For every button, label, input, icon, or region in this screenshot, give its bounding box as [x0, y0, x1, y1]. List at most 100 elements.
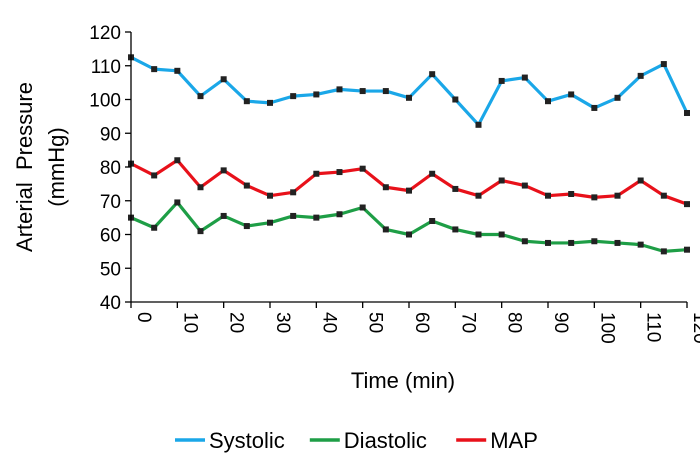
data-point-map [359, 165, 366, 172]
data-point-diastolic [429, 218, 436, 224]
data-point-diastolic [267, 219, 273, 226]
data-point-map [336, 169, 343, 176]
data-point-diastolic [359, 204, 366, 211]
x-tick-label: 70 [457, 312, 478, 333]
data-point-diastolic [452, 226, 459, 233]
x-tick-label: 90 [550, 312, 571, 333]
x-tick-label: 80 [504, 312, 525, 333]
data-point-diastolic [382, 226, 389, 233]
y-axis-title-line: Arterial Pressure [12, 82, 37, 252]
data-point-systolic [521, 74, 528, 81]
x-tick-label: 50 [365, 312, 386, 333]
x-tick-label: 20 [226, 312, 247, 333]
y-tick-label: 110 [91, 57, 121, 78]
data-point-map [637, 177, 644, 184]
data-point-diastolic [498, 231, 505, 238]
legend-label-systolic: Systolic [209, 428, 285, 453]
data-point-systolic [336, 86, 343, 93]
x-tick-label: 30 [272, 312, 293, 333]
data-point-systolic [545, 98, 551, 105]
data-point-map [406, 187, 412, 194]
y-tick-label: 90 [100, 124, 121, 145]
data-point-systolic [359, 88, 366, 95]
data-point-diastolic [614, 239, 621, 246]
y-tick-label: 80 [100, 158, 121, 179]
x-tick-label: 110 [643, 312, 664, 342]
data-point-map [591, 194, 598, 201]
axes: 40 50 60 70 80 90 100 110 120 0 10 20 30 40 50 60 70 80 90… [12, 23, 700, 393]
data-point-map [243, 182, 250, 189]
data-point-map [475, 192, 482, 199]
legend-label-diastolic: Diastolic [344, 428, 427, 453]
x-tick-label: 120 [689, 312, 700, 344]
y-axis-title-line: (mmHg) [44, 127, 69, 206]
y-tick-label: 60 [100, 226, 121, 247]
y-tick-label: 50 [100, 259, 121, 280]
y-tick-label: 70 [100, 192, 121, 213]
data-point-diastolic [568, 239, 575, 246]
data-point-systolic [220, 76, 227, 83]
data-point-systolic [313, 91, 320, 98]
data-point-map [614, 192, 621, 199]
y-tick-label: 100 [89, 91, 121, 112]
data-point-map [313, 170, 320, 177]
data-point-diastolic [313, 214, 320, 221]
data-point-map [197, 184, 204, 191]
data-point-diastolic [243, 223, 250, 230]
x-tick-label: 0 [133, 312, 154, 323]
data-point-systolic [498, 77, 505, 84]
data-point-systolic [637, 72, 644, 79]
data-point-diastolic [406, 231, 412, 238]
x-tick-label: 100 [596, 312, 617, 344]
data-point-map [498, 177, 505, 184]
data-point-map [290, 189, 297, 196]
data-point-diastolic [336, 211, 343, 218]
y-axis-title: Arterial Pressure (mmHg) [12, 82, 69, 252]
data-point-diastolic [197, 228, 204, 235]
data-point-map [267, 192, 273, 199]
data-point-diastolic [660, 248, 667, 255]
series-line-diastolic [130, 200, 688, 253]
data-point-diastolic [290, 212, 297, 219]
data-point-systolic [591, 104, 598, 111]
data-point-diastolic [220, 212, 227, 219]
data-point-systolic [429, 71, 436, 78]
legend: Systolic Diastolic MAP [175, 428, 538, 453]
data-point-map [568, 191, 575, 197]
data-point-map [452, 185, 459, 192]
data-point-diastolic [174, 199, 181, 206]
series-line-systolic [130, 55, 689, 127]
data-point-diastolic [475, 231, 482, 238]
data-point-map [660, 192, 667, 199]
data-point-systolic [475, 121, 482, 128]
data-point-systolic [614, 94, 621, 101]
x-tick-label: 40 [318, 312, 339, 333]
data-point-systolic [290, 93, 297, 100]
data-point-diastolic [545, 239, 551, 246]
data-point-diastolic [521, 238, 528, 245]
data-point-systolic [243, 98, 250, 105]
data-point-systolic [197, 93, 204, 100]
data-point-systolic [660, 61, 667, 68]
data-point-map [174, 157, 181, 164]
data-point-systolic [267, 99, 273, 106]
data-point-systolic [452, 96, 459, 103]
y-tick-label: 120 [89, 23, 121, 44]
data-point-systolic [684, 110, 690, 116]
data-point-map [382, 184, 389, 191]
data-point-map [521, 182, 528, 189]
data-point-diastolic [684, 246, 690, 253]
data-point-systolic [568, 91, 575, 98]
data-point-map [429, 170, 436, 177]
series-line-map [130, 158, 688, 206]
data-point-map [545, 192, 551, 199]
x-tick-label: 10 [179, 312, 200, 333]
data-point-diastolic [637, 241, 644, 248]
data-point-systolic [382, 88, 389, 95]
data-point-systolic [151, 66, 158, 73]
data-point-diastolic [591, 238, 598, 245]
data-point-systolic [174, 67, 181, 74]
data-point-systolic [406, 94, 412, 101]
plot-area [128, 54, 690, 255]
